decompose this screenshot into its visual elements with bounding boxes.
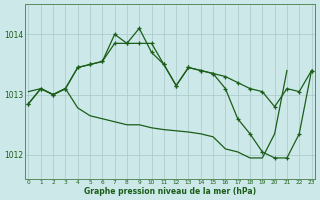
X-axis label: Graphe pression niveau de la mer (hPa): Graphe pression niveau de la mer (hPa) <box>84 187 256 196</box>
